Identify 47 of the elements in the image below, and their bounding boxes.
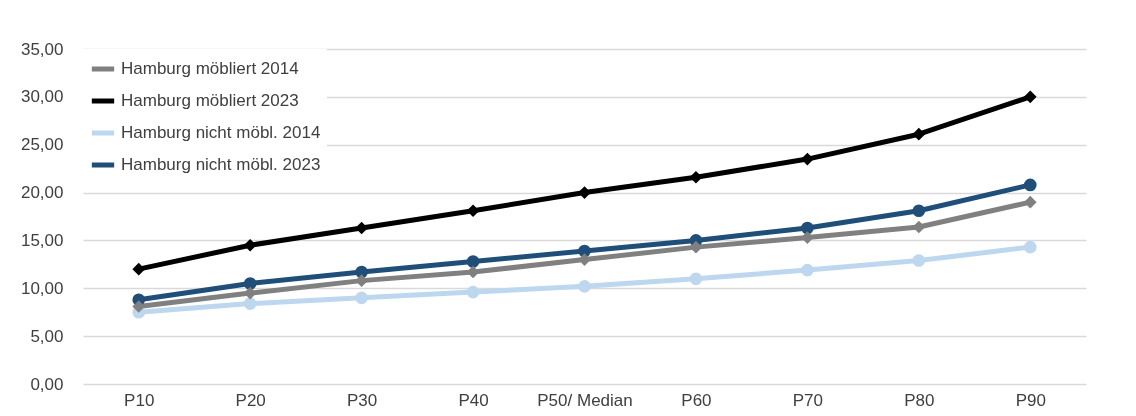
point <box>689 170 703 184</box>
y-tick-label: 10,00 <box>20 278 64 298</box>
point <box>466 285 480 299</box>
point <box>1023 178 1037 192</box>
x-tick-label: P20 <box>235 390 266 410</box>
point <box>912 220 926 234</box>
point <box>912 204 926 218</box>
point <box>466 255 480 268</box>
y-tick-label: 20,00 <box>20 183 64 203</box>
point <box>578 280 591 293</box>
point <box>355 291 368 305</box>
point <box>1023 240 1037 254</box>
point <box>801 152 814 166</box>
point <box>1023 195 1037 209</box>
x-tick-label: P90 <box>1015 390 1046 410</box>
x-tick-label: P40 <box>458 390 489 410</box>
legend-label: Hamburg möbliert 2023 <box>121 91 299 110</box>
x-tick-label: P70 <box>792 390 824 410</box>
point <box>243 238 257 252</box>
point <box>355 221 368 235</box>
y-tick-label: 0,00 <box>30 374 64 394</box>
y-tick-label: 5,00 <box>30 326 64 346</box>
x-tick-label: P80 <box>904 390 935 410</box>
point <box>912 254 926 267</box>
point <box>466 204 480 218</box>
legend-label: Hamburg nicht möbl. 2023 <box>121 155 321 174</box>
point <box>243 277 257 290</box>
point <box>243 297 257 310</box>
y-tick-label: 35,00 <box>20 39 64 59</box>
point <box>1023 90 1037 104</box>
point <box>689 272 703 286</box>
point <box>912 127 926 141</box>
y-tick-label: 15,00 <box>20 230 64 250</box>
point <box>132 300 146 313</box>
y-tick-label: 25,00 <box>20 135 64 155</box>
legend-label: Hamburg nicht möbl. 2014 <box>121 123 321 142</box>
x-tick-label: P10 <box>124 390 155 410</box>
point <box>578 186 591 199</box>
point <box>801 263 814 277</box>
x-tick-label: P60 <box>681 390 712 410</box>
point <box>689 240 703 254</box>
legend-label: Hamburg möbliert 2014 <box>121 59 299 78</box>
x-tick-label: P30 <box>346 390 378 410</box>
point <box>132 262 146 276</box>
point <box>801 221 814 235</box>
y-tick-label: 30,00 <box>20 87 64 107</box>
x-tick-label: P50/ Median <box>537 390 633 410</box>
